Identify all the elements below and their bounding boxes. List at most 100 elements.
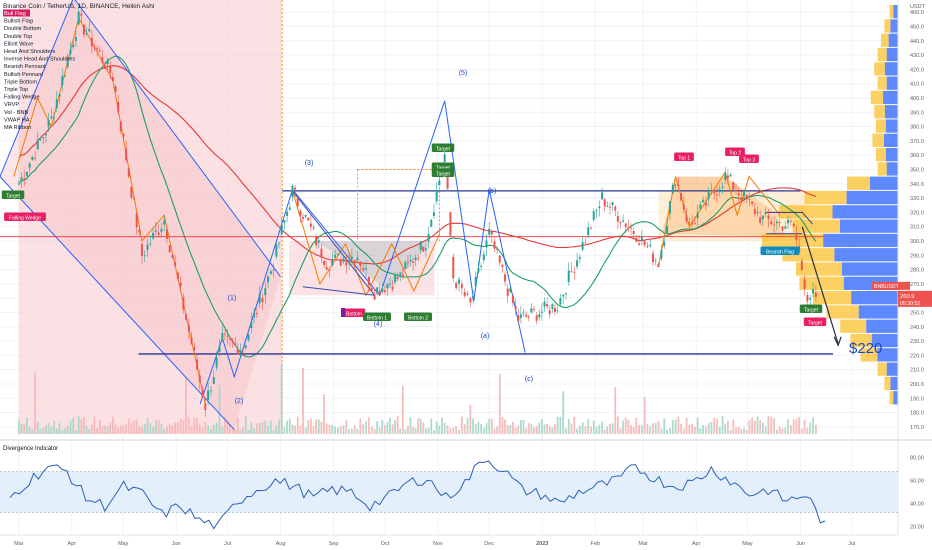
candle-body: [149, 243, 152, 245]
volume-bar: [236, 417, 239, 434]
volume-bar: [616, 416, 619, 434]
volume-bar: [474, 424, 477, 434]
candle-body: [345, 262, 348, 266]
candle-body: [680, 193, 683, 201]
volume-bar: [546, 424, 549, 434]
bottom-2-label: Bottom 2: [408, 315, 428, 321]
profile-bar-blue: [871, 333, 898, 348]
volume-bar: [696, 417, 699, 434]
volume-bar: [649, 426, 652, 434]
price-tick-label: 390.0: [910, 110, 924, 116]
candle-body: [218, 345, 221, 352]
indicator-item: Bullish Pennant: [4, 72, 43, 78]
price-axis-unit: USDT: [910, 4, 926, 10]
volume-bar: [764, 426, 767, 434]
volume-bar: [435, 421, 438, 434]
bottom-1-label: Bottom 1: [367, 315, 387, 321]
volume-bar: [383, 425, 386, 434]
candle-body: [267, 276, 270, 283]
volume-bar: [409, 417, 412, 434]
candle-body: [61, 76, 64, 86]
candle-body: [114, 86, 117, 92]
indicator-highlight: [3, 9, 30, 17]
volume-bar: [699, 428, 702, 434]
volume-bar: [592, 420, 595, 434]
volume-bar: [315, 419, 318, 434]
indicator-item: Vol - BNB: [4, 110, 29, 116]
candle-body: [535, 315, 538, 321]
ma-50-line: [18, 55, 817, 358]
divergence-indicator-pane: Divergence Indicator 80.00 60.00 40.00 20.00: [0, 439, 932, 530]
volume-bar: [143, 423, 146, 434]
volume-bar: [291, 424, 294, 434]
candle-body: [135, 213, 138, 228]
candle-body: [424, 248, 427, 251]
volume-bar: [336, 427, 339, 434]
price-axis-bg: [899, 0, 932, 445]
candle-body: [587, 227, 590, 236]
volume-profile: [762, 5, 898, 405]
indicator-item: Triple Bottom: [4, 79, 37, 85]
volume-bar: [20, 423, 23, 434]
volume-bar: [556, 416, 559, 434]
volume-bar: [482, 427, 485, 434]
volume-bar: [792, 419, 795, 434]
price-tick-label: 220.0: [910, 353, 924, 359]
candle-body: [573, 272, 576, 274]
volume-bar: [425, 428, 427, 434]
price-tick-label: 250.0: [910, 310, 924, 316]
volume-bar: [800, 428, 803, 434]
volume-bar: [430, 418, 433, 434]
volume-bar: [196, 417, 198, 434]
candle-body: [42, 137, 45, 139]
time-tick-label: Jul: [848, 541, 855, 547]
bottom-label: Bottom: [346, 311, 362, 317]
candle-body: [152, 232, 155, 239]
volume-bar: [75, 429, 77, 434]
volume-bar: [182, 420, 185, 434]
volume-bar: [207, 425, 210, 434]
candle-body: [160, 228, 163, 232]
candle-body: [707, 192, 710, 199]
profile-bar-blue: [883, 90, 898, 105]
volume-bar: [320, 421, 323, 434]
volume-bar: [389, 417, 391, 434]
price-tick-label: 330.0: [910, 196, 924, 202]
candle-body: [176, 272, 179, 279]
volume-bar: [28, 426, 31, 434]
top-2-label: Top 2: [729, 150, 741, 156]
volume-bar: [166, 426, 168, 434]
profile-bar-blue: [840, 219, 898, 233]
chart-title: Binance Coin / TetherUS, 1D, BINANCE, He…: [3, 3, 154, 10]
volume-bar: [312, 425, 315, 434]
candle-body: [223, 333, 226, 335]
candle-body: [773, 224, 776, 226]
candle-body: [693, 223, 696, 225]
volume-bar: [122, 425, 125, 434]
volume-bar: [729, 429, 732, 434]
volume-bar: [278, 419, 280, 434]
oscillator-tick-label: 40.00: [910, 501, 924, 507]
profile-bar-orange: [792, 219, 841, 233]
candle-body: [449, 212, 452, 236]
candle-body: [278, 242, 281, 244]
candle-body: [419, 241, 422, 251]
volume-bar: [784, 427, 787, 434]
oscillator-tick-label: 60.00: [910, 479, 924, 485]
candle-body: [800, 261, 803, 270]
target-label: Target: [808, 320, 823, 326]
time-tick-label: Oct: [381, 541, 390, 547]
candle-body: [803, 279, 806, 289]
candle-body: [651, 253, 654, 263]
candle-body: [715, 194, 718, 196]
moving-averages: [18, 55, 817, 358]
volume-bar: [554, 424, 556, 434]
candle-body: [226, 335, 229, 337]
volume-bar: [449, 428, 452, 434]
candle-body: [119, 121, 122, 132]
indicator-item: VWAP HA: [4, 117, 30, 123]
profile-bar-blue: [885, 148, 898, 162]
wave-label: (a): [481, 333, 490, 340]
